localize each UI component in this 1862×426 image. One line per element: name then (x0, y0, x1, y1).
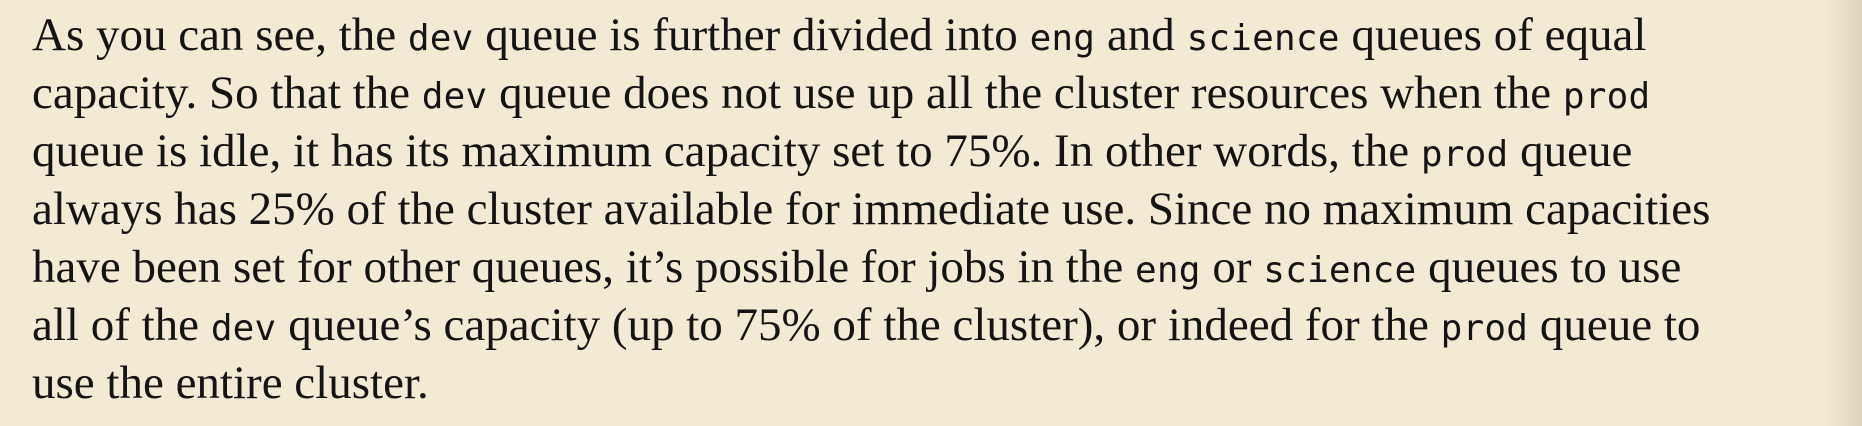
paragraph-line-4: always has 25% of the cluster available … (32, 180, 1832, 238)
text-segment: As you can see, the (32, 9, 408, 61)
text-segment: queues to use (1416, 241, 1682, 293)
text-segment: queue is further divided into (473, 9, 1030, 61)
paragraph-line-1: As you can see, the dev queue is further… (32, 6, 1832, 64)
inline-code: prod (1440, 308, 1529, 349)
text-segment: queue’s capacity (up to 75% of the clust… (276, 299, 1441, 351)
text-segment: or (1200, 241, 1264, 293)
inline-code: eng (1029, 18, 1096, 59)
paragraph-line-5: have been set for other queues, it’s pos… (32, 238, 1832, 296)
inline-code: dev (407, 18, 474, 59)
paragraph-line-2: capacity. So that the dev queue does not… (32, 64, 1832, 122)
text-segment: capacity. So that the (32, 67, 422, 119)
text-segment: queue (1508, 125, 1633, 177)
inline-code: dev (210, 308, 277, 349)
text-segment: queue to (1528, 299, 1701, 351)
paragraph-line-7: use the entire cluster. (32, 354, 1832, 412)
paragraph-line-3: queue is idle, it has its maximum capaci… (32, 122, 1832, 180)
text-segment: all of the (32, 299, 211, 351)
text-segment: use the entire cluster. (32, 357, 429, 409)
inline-code: prod (1562, 76, 1651, 117)
text-segment: always has 25% of the cluster available … (32, 183, 1711, 235)
inline-code: dev (421, 76, 488, 117)
body-paragraph: As you can see, the dev queue is further… (32, 6, 1832, 412)
paragraph-line-6: all of the dev queue’s capacity (up to 7… (32, 296, 1832, 354)
text-segment: have been set for other queues, it’s pos… (32, 241, 1135, 293)
text-segment: queue is idle, it has its maximum capaci… (32, 125, 1421, 177)
text-segment: queues of equal (1339, 9, 1647, 61)
text-segment: queue does not use up all the cluster re… (487, 67, 1563, 119)
inline-code: science (1186, 18, 1340, 59)
inline-code: prod (1420, 134, 1509, 175)
text-segment: and (1095, 9, 1187, 61)
inline-code: science (1263, 250, 1417, 291)
inline-code: eng (1134, 250, 1201, 291)
